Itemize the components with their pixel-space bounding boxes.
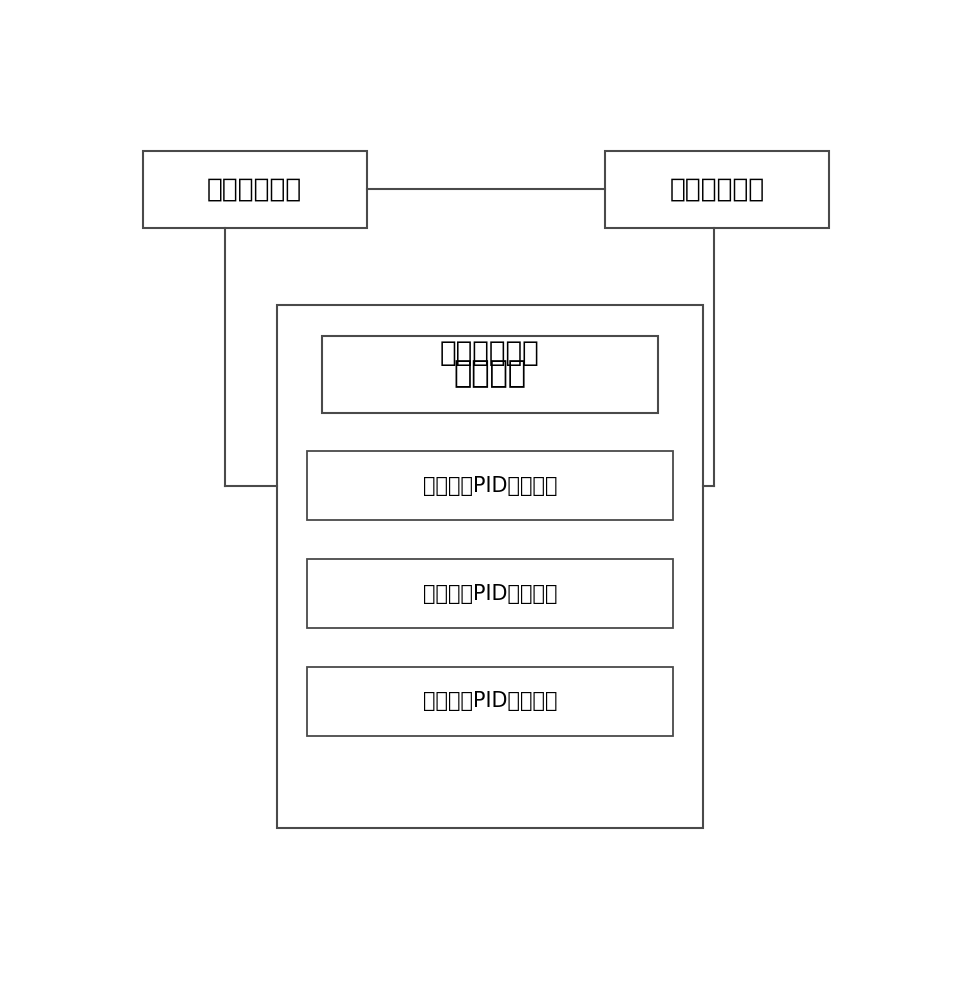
Text: 料温控制PID算法模块: 料温控制PID算法模块 bbox=[423, 476, 557, 496]
Text: 通信模块: 通信模块 bbox=[454, 360, 527, 389]
Bar bbox=[307, 667, 672, 736]
Bar bbox=[606, 151, 829, 228]
Bar bbox=[277, 305, 703, 828]
Bar bbox=[307, 451, 672, 520]
Text: 温度测量系统: 温度测量系统 bbox=[207, 176, 302, 202]
Text: 炉温调节系统: 炉温调节系统 bbox=[670, 176, 765, 202]
Bar bbox=[322, 336, 658, 413]
Bar bbox=[143, 151, 367, 228]
Text: 脉冲加热PID控制模块: 脉冲加热PID控制模块 bbox=[423, 691, 557, 711]
Bar bbox=[307, 559, 672, 628]
Text: 炉温控制PID算法模块: 炉温控制PID算法模块 bbox=[423, 584, 557, 604]
Text: 中心控制模块: 中心控制模块 bbox=[440, 339, 539, 367]
